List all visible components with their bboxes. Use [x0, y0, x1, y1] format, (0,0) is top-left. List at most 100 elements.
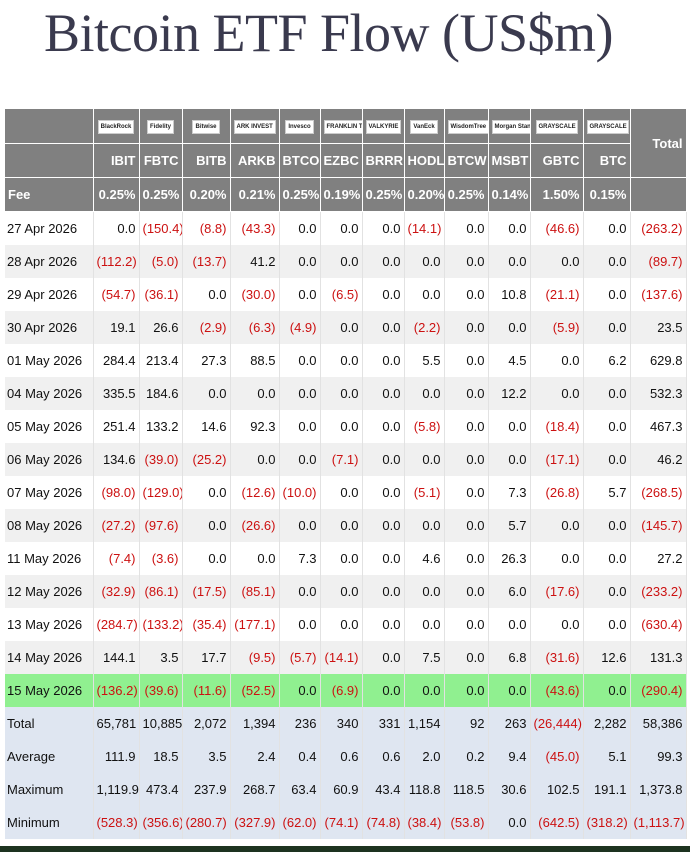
- flow-cell: (35.4): [182, 608, 231, 641]
- date-cell: 07 May 2026: [5, 476, 94, 509]
- flow-row: 07 May 2026 (98.0) (129.0) 0.0 (12.6) (10.0) 0…: [5, 476, 687, 509]
- flow-cell: 0.0: [320, 377, 363, 410]
- issuer-logo: Fidelity: [146, 119, 174, 134]
- logo-cell: Fidelity: [139, 109, 183, 144]
- flow-cell: (11.6): [182, 674, 231, 707]
- summary-label: Average: [5, 740, 94, 773]
- flow-cell: 335.5: [93, 377, 140, 410]
- summary-cell: (327.9): [230, 806, 280, 839]
- flow-cell: 0.0: [182, 509, 231, 542]
- issuer-logo: Invesco: [285, 119, 314, 134]
- issuer-logo: WisdomTree: [447, 119, 487, 134]
- summary-cell: 1,119.9: [93, 773, 140, 806]
- flow-cell: 0.0: [583, 410, 631, 443]
- summary-cell: 30.6: [488, 773, 531, 806]
- flow-cell: (177.1): [230, 608, 280, 641]
- flow-cell: 6.0: [488, 575, 531, 608]
- flow-cell: 0.0: [583, 443, 631, 476]
- flow-cell: (46.6): [530, 211, 584, 245]
- flow-row: 14 May 2026 144.1 3.5 17.7 (9.5) (5.7) (14.1) 0…: [5, 641, 687, 674]
- flow-cell: 0.0: [404, 443, 445, 476]
- flow-cell: 0.0: [362, 245, 405, 278]
- summary-row: Total 65,781 10,885 2,072 1,394 236 340 331 1,15…: [5, 707, 687, 740]
- flow-cell: 0.0: [362, 674, 405, 707]
- flow-cell: (26.6): [230, 509, 280, 542]
- date-cell: 29 Apr 2026: [5, 278, 94, 311]
- flow-cell: (32.9): [93, 575, 140, 608]
- flow-cell: (17.1): [530, 443, 584, 476]
- flow-cell: 0.0: [488, 608, 531, 641]
- flow-cell: (25.2): [182, 443, 231, 476]
- flow-cell: 0.0: [279, 245, 321, 278]
- flow-row: 29 Apr 2026 (54.7) (36.1) 0.0 (30.0) 0.0 (6.5)…: [5, 278, 687, 311]
- flow-row: 28 Apr 2026 (112.2) (5.0) (13.7) 41.2 0.0 0.0 0…: [5, 245, 687, 278]
- flow-cell: 0.0: [444, 641, 489, 674]
- summary-cell: (1,113.7): [630, 806, 687, 839]
- ticker-header: BITB: [182, 143, 231, 178]
- flow-cell: (43.3): [230, 211, 280, 245]
- flow-cell: 284.4: [93, 344, 140, 377]
- summary-cell: 340: [320, 707, 363, 740]
- flow-cell: 46.2: [630, 443, 687, 476]
- summary-cell: 65,781: [93, 707, 140, 740]
- corner-cell: [5, 143, 94, 178]
- flow-cell: 0.0: [93, 211, 140, 245]
- flow-cell: 0.0: [279, 410, 321, 443]
- flow-row: 15 May 2026 (136.2) (39.6) (11.6) (52.5) 0.0(…: [5, 674, 687, 707]
- logo-cell: Bitwise: [182, 109, 231, 144]
- flow-cell: 0.0: [444, 344, 489, 377]
- flow-cell: (18.4): [530, 410, 584, 443]
- logo-cell: BlackRock: [93, 109, 140, 144]
- flow-cell: (30.0): [230, 278, 280, 311]
- date-cell: 05 May 2026: [5, 410, 94, 443]
- flow-cell: (52.5): [230, 674, 280, 707]
- flow-cell: (6.3): [230, 311, 280, 344]
- summary-cell: 118.8: [404, 773, 445, 806]
- flow-cell: 0.0: [320, 575, 363, 608]
- flow-cell: 0.0: [444, 211, 489, 245]
- flow-cell: 0.0: [320, 344, 363, 377]
- summary-cell: 92: [444, 707, 489, 740]
- summary-cell: 111.9: [93, 740, 140, 773]
- summary-cell: 0.0: [488, 806, 531, 839]
- flow-cell: 88.5: [230, 344, 280, 377]
- flow-cell: (85.1): [230, 575, 280, 608]
- fee-label: Fee: [5, 177, 94, 212]
- summary-cell: 118.5: [444, 773, 489, 806]
- summary-cell: 9.4: [488, 740, 531, 773]
- flow-cell: (112.2): [93, 245, 140, 278]
- summary-cell: 0.6: [320, 740, 363, 773]
- flow-cell: 467.3: [630, 410, 687, 443]
- flow-cell: 0.0: [362, 509, 405, 542]
- flow-cell: 0.0: [444, 410, 489, 443]
- flow-cell: 19.1: [93, 311, 140, 344]
- flow-cell: (5.9): [530, 311, 584, 344]
- logo-cell: FRANKLIN TEMPLETON: [320, 109, 363, 144]
- issuer-logo: GRAYSCALE: [535, 119, 578, 134]
- flow-cell: 0.0: [182, 476, 231, 509]
- flow-cell: 0.0: [279, 278, 321, 311]
- flow-cell: 0.0: [362, 608, 405, 641]
- flow-cell: 131.3: [630, 641, 687, 674]
- summary-row: Average 111.9 18.5 3.5 2.4 0.4 0.6 0.6 2.0 0.2 9.4…: [5, 740, 687, 773]
- summary-cell: (528.3): [93, 806, 140, 839]
- date-cell: 11 May 2026: [5, 542, 94, 575]
- flow-cell: 5.7: [583, 476, 631, 509]
- flow-cell: 0.0: [404, 278, 445, 311]
- flow-cell: (14.1): [404, 211, 445, 245]
- flow-cell: 0.0: [488, 443, 531, 476]
- flow-cell: (2.9): [182, 311, 231, 344]
- flow-cell: (10.0): [279, 476, 321, 509]
- flow-cell: (145.7): [630, 509, 687, 542]
- fee-value: 0.14%: [488, 177, 531, 212]
- summary-cell: (318.2): [583, 806, 631, 839]
- summary-cell: 2.0: [404, 740, 445, 773]
- flow-cell: (5.7): [279, 641, 321, 674]
- flow-row: 01 May 2026 284.4 213.4 27.3 88.5 0.0 0.0 0.0 5.…: [5, 344, 687, 377]
- flow-cell: 0.0: [530, 608, 584, 641]
- flow-cell: 6.8: [488, 641, 531, 674]
- logo-cell: Invesco: [279, 109, 321, 144]
- flow-cell: 0.0: [230, 443, 280, 476]
- flow-cell: 12.2: [488, 377, 531, 410]
- fee-empty: [630, 177, 687, 212]
